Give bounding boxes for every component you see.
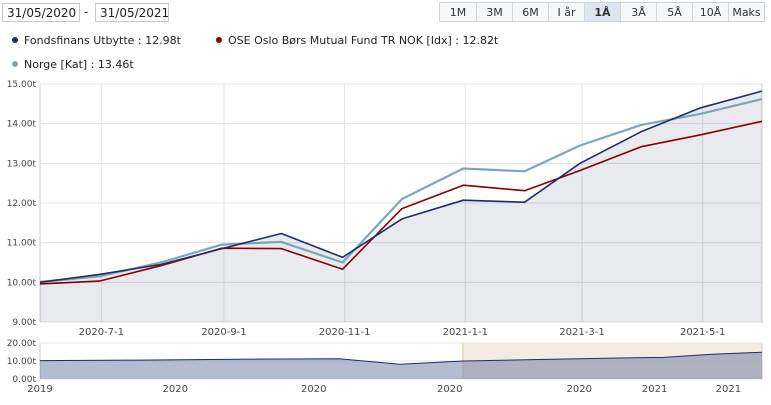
navigator-series-line	[39, 351, 763, 365]
x-tick-label: 2020-11-1	[319, 327, 371, 338]
range-button-1m[interactable]: 1M	[439, 2, 477, 22]
legend-label-fondsfinans: Fondsfinans Utbytte : 12.98t	[24, 34, 181, 47]
y-tick-label: 11.00t	[7, 239, 37, 249]
legend-marker-norge	[12, 61, 18, 67]
range-button-1y[interactable]: 1Å	[585, 2, 621, 22]
y-tick-label: 9.00t	[12, 318, 36, 328]
x-tick-label: 2021-3-1	[559, 327, 604, 338]
y-tick-label: 13.00t	[7, 159, 37, 169]
navigator-x-tick-label: 2020	[301, 384, 326, 395]
series-line-ose-index	[39, 120, 763, 285]
navigator-x-tick-label: 2021	[716, 384, 741, 395]
date-to-input[interactable]: 31/05/2021	[95, 3, 169, 22]
range-button-ytd[interactable]: I år	[549, 2, 585, 22]
navigator-x-tick-label: 2021	[642, 384, 667, 395]
x-tick-label: 2021-1-1	[443, 327, 488, 338]
date-from-input[interactable]: 31/05/2020	[2, 3, 80, 22]
navigator-x-tick-label: 2019	[27, 384, 52, 395]
date-range-separator: -	[84, 5, 89, 19]
series-line-norge	[39, 98, 763, 283]
range-selector: 1M 3M 6M I år 1Å 3Å 5Å 10Å Maks	[439, 2, 765, 22]
legend-item-norge[interactable]: Norge [Kat] : 13.46t	[12, 58, 134, 71]
y-tick-label: 12.00t	[7, 199, 37, 209]
series-area-fondsfinans	[40, 91, 762, 322]
x-tick-label: 2020-9-1	[201, 327, 246, 338]
legend-label-norge: Norge [Kat] : 13.46t	[24, 58, 134, 71]
navigator-y-tick-label: 0.00t	[12, 375, 36, 385]
range-button-10y[interactable]: 10Å	[693, 2, 729, 22]
navigator-y-tick-label: 10.00t	[7, 357, 37, 367]
y-tick-label: 10.00t	[7, 278, 37, 288]
legend-marker-fondsfinans	[12, 37, 18, 43]
range-button-3y[interactable]: 3Å	[621, 2, 657, 22]
legend-marker-ose-index	[216, 37, 222, 43]
range-button-max[interactable]: Maks	[729, 2, 765, 22]
range-button-3m[interactable]: 3M	[477, 2, 513, 22]
legend-label-ose-index: OSE Oslo Børs Mutual Fund TR NOK [Idx] :…	[228, 34, 499, 47]
navigator-x-tick-label: 2020	[437, 384, 462, 395]
y-tick-label: 15.00t	[7, 80, 37, 90]
legend-item-fondsfinans[interactable]: Fondsfinans Utbytte : 12.98t	[12, 34, 181, 47]
navigator-y-tick-label: 20.00t	[7, 339, 37, 349]
navigator-x-tick-label: 2020	[162, 384, 187, 395]
x-tick-label: 2020-7-1	[79, 327, 124, 338]
navigator-x-tick-label: 2020	[567, 384, 592, 395]
range-button-6m[interactable]: 6M	[513, 2, 549, 22]
range-button-5y[interactable]: 5Å	[657, 2, 693, 22]
series-line-fondsfinans	[39, 90, 763, 284]
y-tick-label: 14.00t	[7, 120, 37, 130]
legend-item-ose-index[interactable]: OSE Oslo Børs Mutual Fund TR NOK [Idx] :…	[216, 34, 498, 47]
x-tick-label: 2021-5-1	[680, 327, 725, 338]
